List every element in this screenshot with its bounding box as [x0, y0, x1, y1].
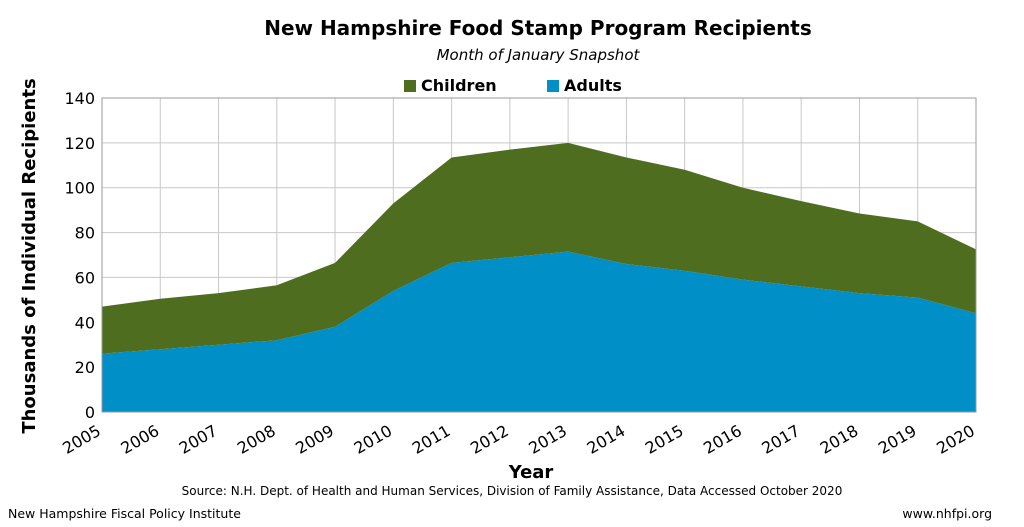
legend: Children Adults — [0, 76, 1024, 96]
x-tick-label: 2008 — [234, 421, 279, 458]
x-tick-label: 2010 — [351, 421, 396, 458]
y-tick-label: 100 — [64, 179, 95, 198]
footer-url: www.nhfpi.org — [902, 506, 992, 521]
y-tick-label: 0 — [85, 403, 95, 422]
x-tick-label: 2014 — [584, 421, 629, 458]
legend-label-adults: Adults — [564, 76, 622, 95]
y-tick-label: 140 — [64, 89, 95, 108]
x-tick-label: 2015 — [642, 421, 687, 458]
y-tick-label: 120 — [64, 134, 95, 153]
x-tick-label: 2017 — [758, 421, 803, 458]
legend-swatch-children — [404, 79, 416, 92]
area-children — [102, 142, 976, 354]
area-series — [102, 142, 976, 412]
y-tick-label: 20 — [75, 358, 95, 377]
x-tick-label: 2013 — [525, 421, 570, 458]
legend-swatch-adults — [547, 79, 559, 92]
chart-subtitle: Month of January Snapshot — [436, 46, 640, 64]
legend-item-children: Children — [404, 76, 497, 95]
x-tick-label: 2016 — [700, 421, 745, 458]
x-tick-label: 2012 — [467, 421, 512, 458]
y-tick-label: 80 — [75, 224, 95, 243]
y-tick-labels: 0 20 40 60 80 100 120 140 — [64, 89, 95, 422]
plot-area — [101, 97, 977, 413]
footer-org: New Hampshire Fiscal Policy Institute — [8, 506, 241, 521]
x-tick-label: 2019 — [875, 421, 920, 458]
x-tick-label: 2020 — [933, 421, 978, 458]
y-tick-label: 40 — [75, 313, 95, 332]
x-tick-label: 2007 — [176, 421, 221, 458]
x-tick-label: 2018 — [817, 421, 862, 458]
legend-item-adults: Adults — [547, 76, 622, 95]
x-tick-label: 2006 — [118, 421, 163, 458]
x-axis-title: Year — [508, 462, 554, 483]
chart-title: New Hampshire Food Stamp Program Recipie… — [264, 16, 812, 40]
legend-label-children: Children — [421, 76, 497, 95]
x-tick-labels: 2005 2006 2007 2008 2009 2010 2011 2012 2013 2014… — [59, 421, 978, 458]
y-tick-label: 60 — [75, 268, 95, 287]
x-tick-label: 2011 — [409, 421, 454, 458]
x-tick-label: 2005 — [59, 421, 104, 458]
area-adults — [102, 251, 976, 412]
source-note: Source: N.H. Dept. of Health and Human S… — [181, 484, 843, 498]
x-tick-label: 2009 — [292, 421, 337, 458]
y-axis-title: Thousands of Individual Recipients — [19, 78, 40, 433]
